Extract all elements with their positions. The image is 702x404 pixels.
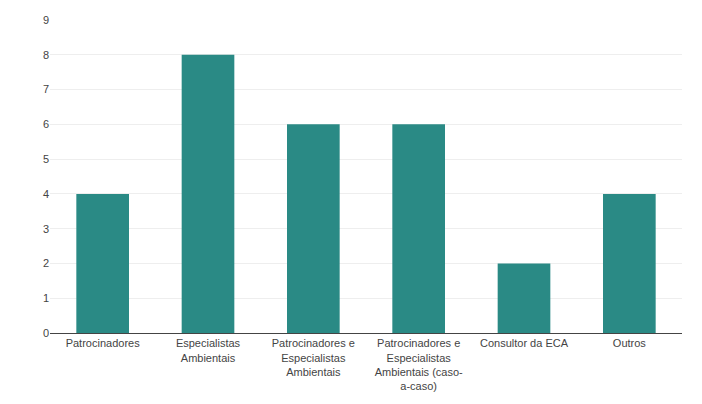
svg-text:1: 1 [43, 292, 49, 304]
svg-text:7: 7 [43, 83, 49, 95]
svg-text:Outros: Outros [613, 337, 647, 349]
svg-text:3: 3 [43, 223, 49, 235]
svg-text:6: 6 [43, 118, 49, 130]
svg-text:EspecialistasAmbientais: EspecialistasAmbientais [176, 337, 241, 363]
svg-text:4: 4 [43, 188, 49, 200]
svg-text:Patrocinadores eEspecialistasA: Patrocinadores eEspecialistasAmbientais … [375, 337, 463, 392]
svg-text:Patrocinadores: Patrocinadores [66, 337, 140, 349]
svg-text:Consultor da ECA: Consultor da ECA [480, 337, 569, 349]
svg-text:Patrocinadores eEspecialistasA: Patrocinadores eEspecialistasAmbientais [272, 337, 355, 378]
svg-text:8: 8 [43, 49, 49, 61]
svg-text:2: 2 [43, 257, 49, 269]
svg-text:9: 9 [43, 14, 49, 26]
svg-text:5: 5 [43, 153, 49, 165]
svg-text:0: 0 [43, 327, 49, 339]
